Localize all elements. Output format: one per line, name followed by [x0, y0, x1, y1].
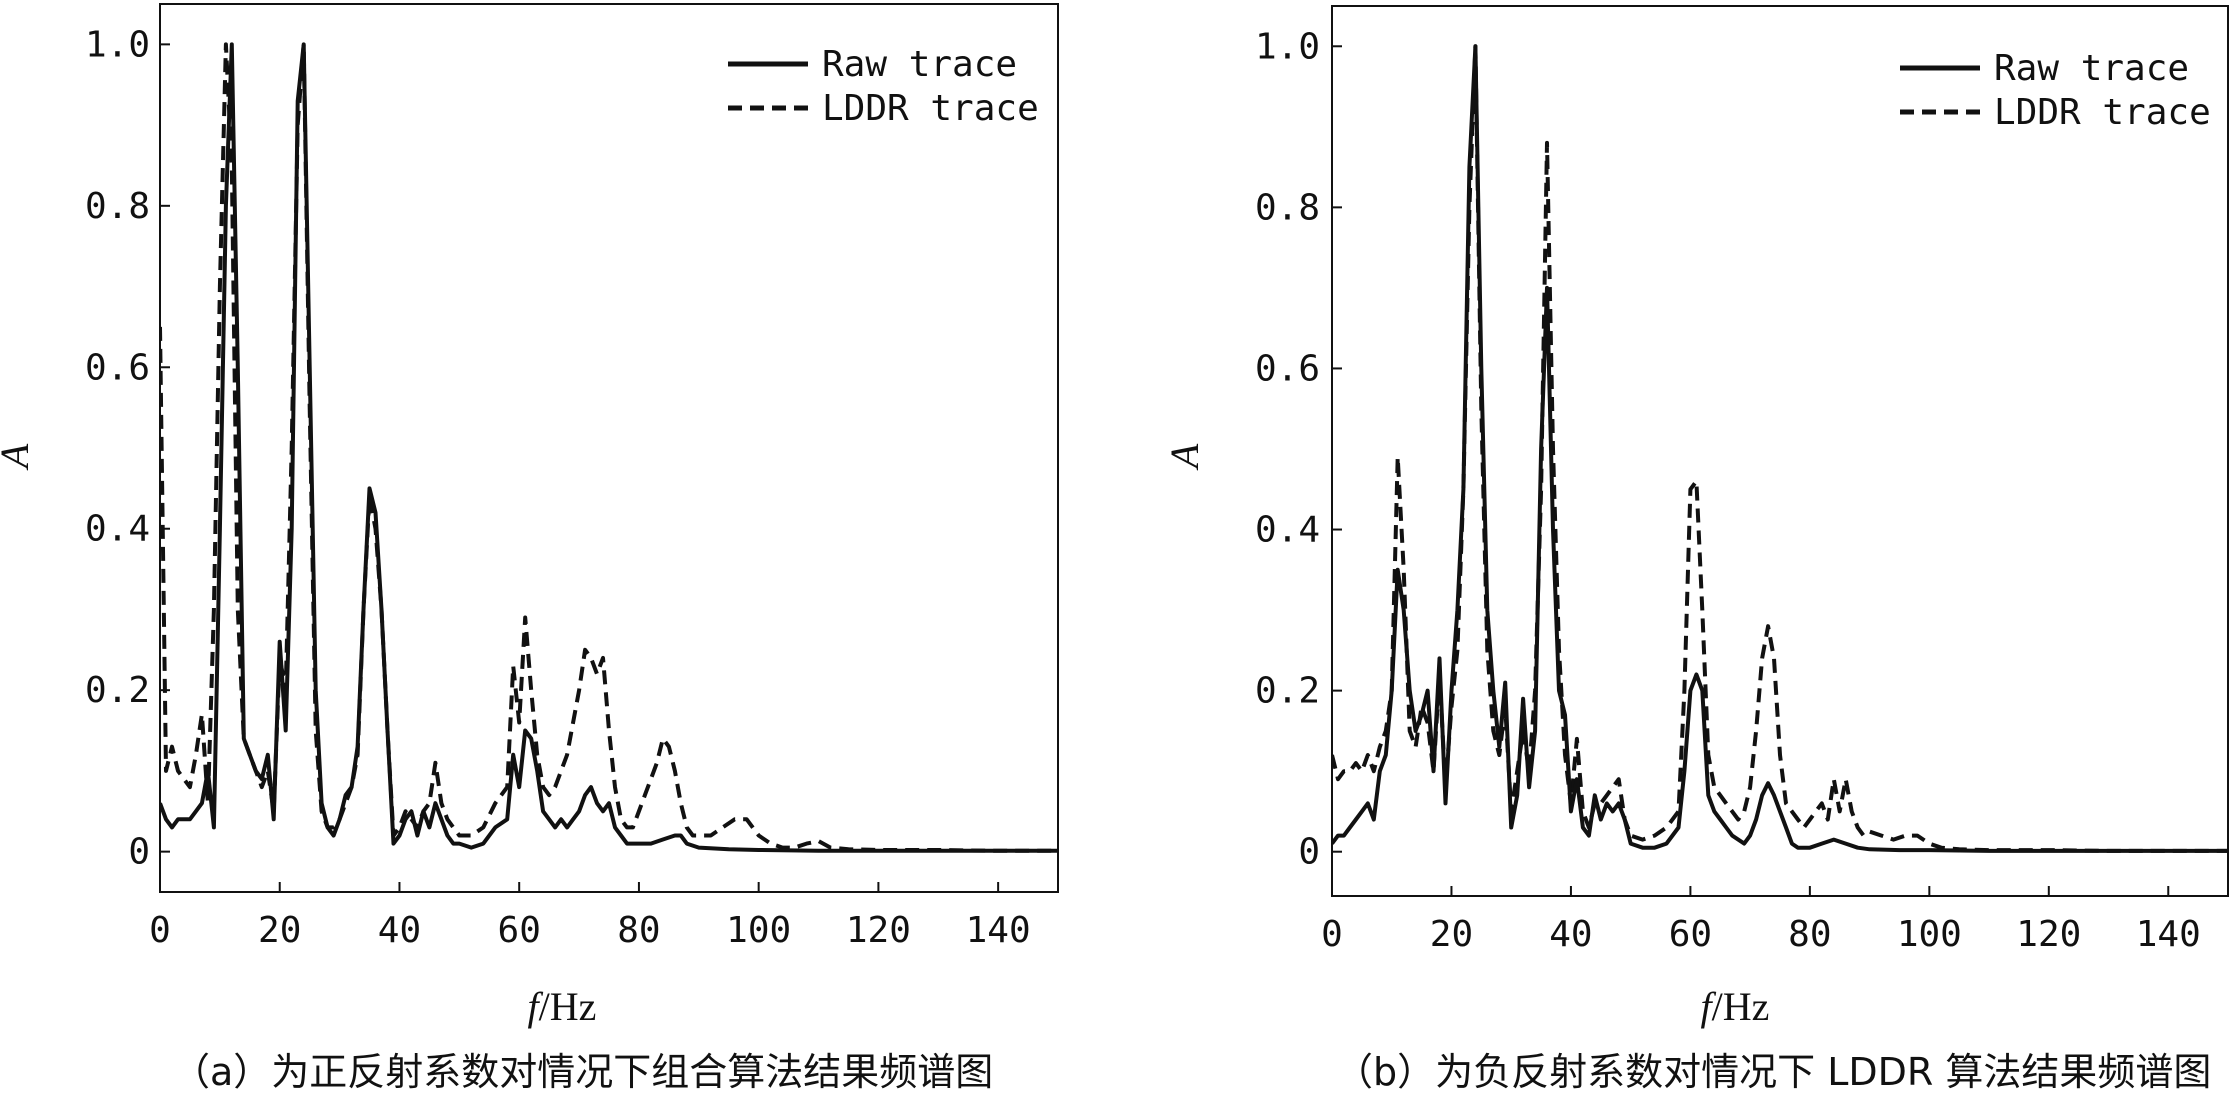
x-tick-label: 100	[726, 910, 791, 951]
x-tick-label: 0	[1321, 914, 1343, 955]
x-tick-label: 0	[149, 910, 171, 951]
y-axis-label: A	[1162, 443, 1207, 471]
y-tick-label: 0.4	[1255, 510, 1320, 551]
legend-label: Raw trace	[1994, 48, 2189, 89]
y-tick-label: 0.6	[85, 347, 150, 388]
y-tick-label: 1.0	[85, 24, 150, 65]
x-tick-label: 20	[1430, 914, 1473, 955]
y-tick-label: 0.2	[85, 670, 150, 711]
chart-caption-a: （a）为正反射系数对情况下组合算法结果频谱图	[172, 1050, 993, 1094]
series-line-lddr-trace	[160, 42, 1058, 853]
y-tick-label: 0.2	[1255, 671, 1320, 712]
y-tick-label: 0.8	[1255, 187, 1320, 228]
series-line-lddr-trace	[1332, 44, 2228, 853]
x-axis-label: f/Hz	[528, 984, 597, 1029]
chart-panel-a: 0 20 40 60 80 100 120 140 0 0.2 0.4 0.6 0.8 1.0 f/Hz A R…	[0, 3, 1059, 1029]
y-tick-label: 1.0	[1255, 26, 1320, 67]
legend-label: LDDR trace	[822, 88, 1039, 129]
x-axis-label: f/Hz	[1701, 984, 1770, 1029]
chart-caption-b: （b）为负反射系数对情况下 LDDR 算法结果频谱图	[1335, 1050, 2211, 1094]
x-tick-label: 20	[258, 910, 301, 951]
y-tick-label: 0.8	[85, 186, 150, 227]
y-tick-label: 0	[1298, 832, 1320, 873]
y-axis-label: A	[0, 443, 37, 471]
x-tick-label: 60	[498, 910, 541, 951]
x-tick-label: 120	[846, 910, 911, 951]
legend-label: Raw trace	[822, 44, 1017, 85]
chart-panel-b: 0 20 40 60 80 100 120 140 0 0.2 0.4 0.6 0.8 1.0 f/Hz A R…	[1162, 5, 2229, 1029]
x-tick-label: 140	[966, 910, 1031, 951]
y-tick-label: 0.6	[1255, 348, 1320, 389]
x-tick-label: 80	[1788, 914, 1831, 955]
legend-label: LDDR trace	[1994, 92, 2211, 133]
series-line-raw-trace	[1332, 44, 2228, 853]
x-tick-label: 100	[1897, 914, 1962, 955]
plot-frame	[1331, 5, 2229, 897]
series-line-raw-trace	[160, 42, 1058, 853]
y-tick-label: 0	[128, 832, 150, 873]
x-tick-label: 40	[1549, 914, 1592, 955]
y-tick-label: 0.4	[85, 509, 150, 550]
x-tick-label: 60	[1669, 914, 1712, 955]
x-tick-label: 80	[617, 910, 660, 951]
x-tick-label: 120	[2016, 914, 2081, 955]
x-tick-label: 40	[378, 910, 421, 951]
x-tick-label: 140	[2136, 914, 2201, 955]
